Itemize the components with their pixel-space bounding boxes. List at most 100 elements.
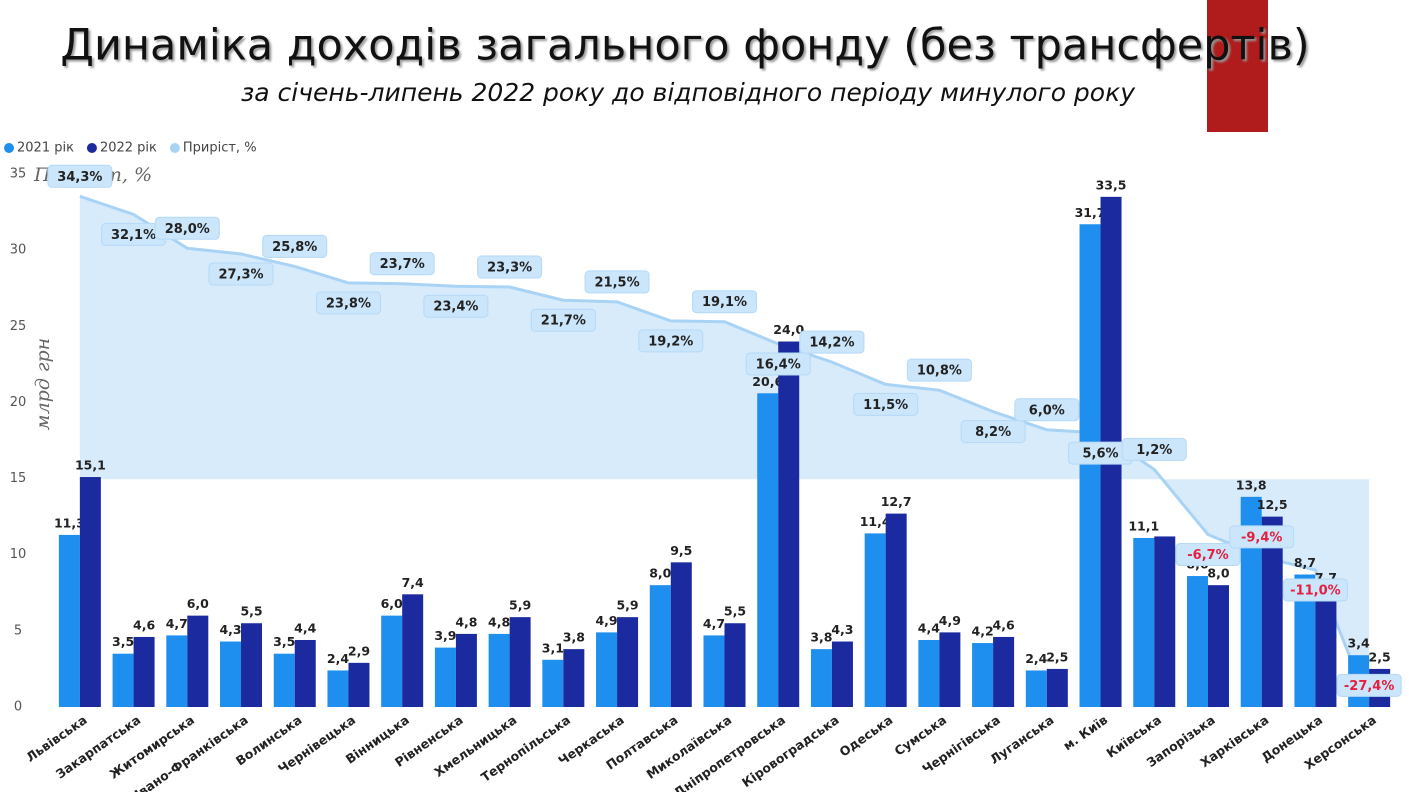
growth-label: 16,4%	[745, 352, 811, 376]
bar	[402, 594, 424, 707]
bar-value-label: 4,9	[939, 613, 961, 628]
bar	[273, 653, 295, 707]
bar-value-label: 4,8	[488, 614, 510, 629]
growth-label: 19,2%	[638, 329, 704, 353]
growth-value-label: 5,6%	[1083, 447, 1119, 462]
growth-line	[79, 194, 1371, 706]
bar-value-label: 3,8	[563, 630, 585, 645]
bar	[1079, 224, 1101, 708]
legend-label: 2022 рік	[100, 141, 157, 156]
bar	[703, 635, 725, 707]
bar-value-label: 4,8	[455, 614, 477, 629]
bar-value-label: 3,5	[112, 634, 134, 649]
bar	[327, 670, 349, 707]
bar-value-label: 4,4	[294, 620, 316, 635]
y-axis-label: млрд грн	[32, 338, 54, 430]
bar-value-label: 11,3	[54, 515, 85, 530]
chart-subtitle: за січень-липень 2022 року до відповідно…	[241, 78, 1136, 107]
bar-value-label: 3,4	[1348, 636, 1370, 651]
bar	[1294, 574, 1316, 707]
growth-value-label: 10,8%	[917, 364, 962, 379]
bar	[79, 477, 101, 707]
growth-label-box	[638, 329, 704, 353]
bar-value-label: 3,8	[810, 630, 832, 645]
growth-value-label: 27,3%	[218, 268, 263, 283]
bar-value-label: 4,7	[703, 616, 725, 631]
y-tick-label: 15	[10, 471, 27, 486]
growth-label: 23,8%	[315, 291, 381, 315]
bar-value-label: 5,9	[616, 598, 638, 613]
growth-label: 8,2%	[960, 420, 1026, 444]
growth-value-label: -11,0%	[1290, 584, 1341, 599]
bar-value-label: 2,9	[348, 643, 370, 658]
decoration	[1207, 0, 1268, 132]
bar	[563, 649, 585, 707]
bar	[617, 617, 639, 707]
bar-value-label: 8,0	[649, 566, 671, 581]
growth-value-label: 1,2%	[1136, 443, 1172, 458]
bar-value-label: 4,2	[972, 624, 994, 639]
growth-area	[79, 196, 1370, 706]
bar	[241, 623, 263, 707]
growth-value-label: 25,8%	[272, 240, 317, 255]
bar-value-label: 12,5	[1257, 497, 1288, 512]
growth-value-label: 21,5%	[595, 275, 640, 290]
bar-value-label: 24,0	[773, 322, 804, 337]
growth-value-label: 6,0%	[1029, 403, 1065, 418]
bar	[939, 632, 961, 707]
growth-label: -6,7%	[1175, 543, 1241, 567]
bar	[724, 623, 746, 707]
legend-label: Приріст, %	[183, 141, 257, 156]
bar-value-label: 5,5	[724, 604, 746, 619]
bar-value-label: 3,1	[542, 640, 564, 655]
bar-value-label: 15,1	[75, 458, 106, 473]
x-tick-label: Кіровоградська	[739, 712, 842, 790]
y-tick-label: 0	[14, 700, 22, 715]
growth-value-label: 32,1%	[111, 228, 156, 243]
bar	[1315, 589, 1337, 707]
legend-marker	[4, 143, 14, 153]
growth-label-box	[745, 352, 811, 376]
bar	[1025, 670, 1047, 707]
y-tick-label: 25	[10, 319, 27, 334]
bar	[885, 513, 907, 707]
growth-label: 10,8%	[906, 358, 972, 382]
bar-value-label: 33,5	[1096, 177, 1127, 192]
growth-label: 6,0%	[1014, 398, 1080, 422]
growth-label-box	[1014, 398, 1080, 422]
bar	[918, 639, 940, 707]
bar	[166, 635, 188, 707]
legend-label: 2021 рік	[17, 141, 74, 156]
bar-value-label: 4,3	[219, 622, 241, 637]
bar	[649, 585, 671, 707]
bar-value-label: 2,4	[327, 651, 349, 666]
growth-value-label: -6,7%	[1187, 548, 1228, 563]
bar	[1261, 516, 1283, 707]
bar	[778, 341, 800, 707]
bar	[864, 533, 886, 707]
growth-label: -11,0%	[1282, 578, 1348, 602]
growth-label: 19,1%	[692, 290, 757, 314]
bar	[133, 636, 155, 707]
bar	[381, 615, 403, 707]
growth-label: 23,7%	[369, 252, 435, 276]
bar	[596, 632, 618, 707]
bar	[348, 662, 370, 707]
growth-label-box	[960, 420, 1026, 444]
bar-value-label: 20,6	[752, 374, 783, 389]
bar	[509, 617, 531, 707]
growth-label: 21,7%	[530, 308, 596, 332]
bar-value-label: 8,0	[1207, 566, 1229, 581]
growth-value-label: 23,4%	[433, 300, 478, 315]
growth-label: -9,4%	[1229, 525, 1295, 549]
bar	[294, 639, 316, 707]
growth-label-box	[1175, 543, 1241, 567]
growth-value-label: 23,3%	[487, 261, 532, 276]
y-tick-label: 35	[10, 167, 27, 182]
bar	[1207, 585, 1229, 707]
bar	[488, 633, 510, 707]
bar-value-label: 4,4	[918, 620, 940, 635]
growth-label-box	[208, 262, 274, 286]
